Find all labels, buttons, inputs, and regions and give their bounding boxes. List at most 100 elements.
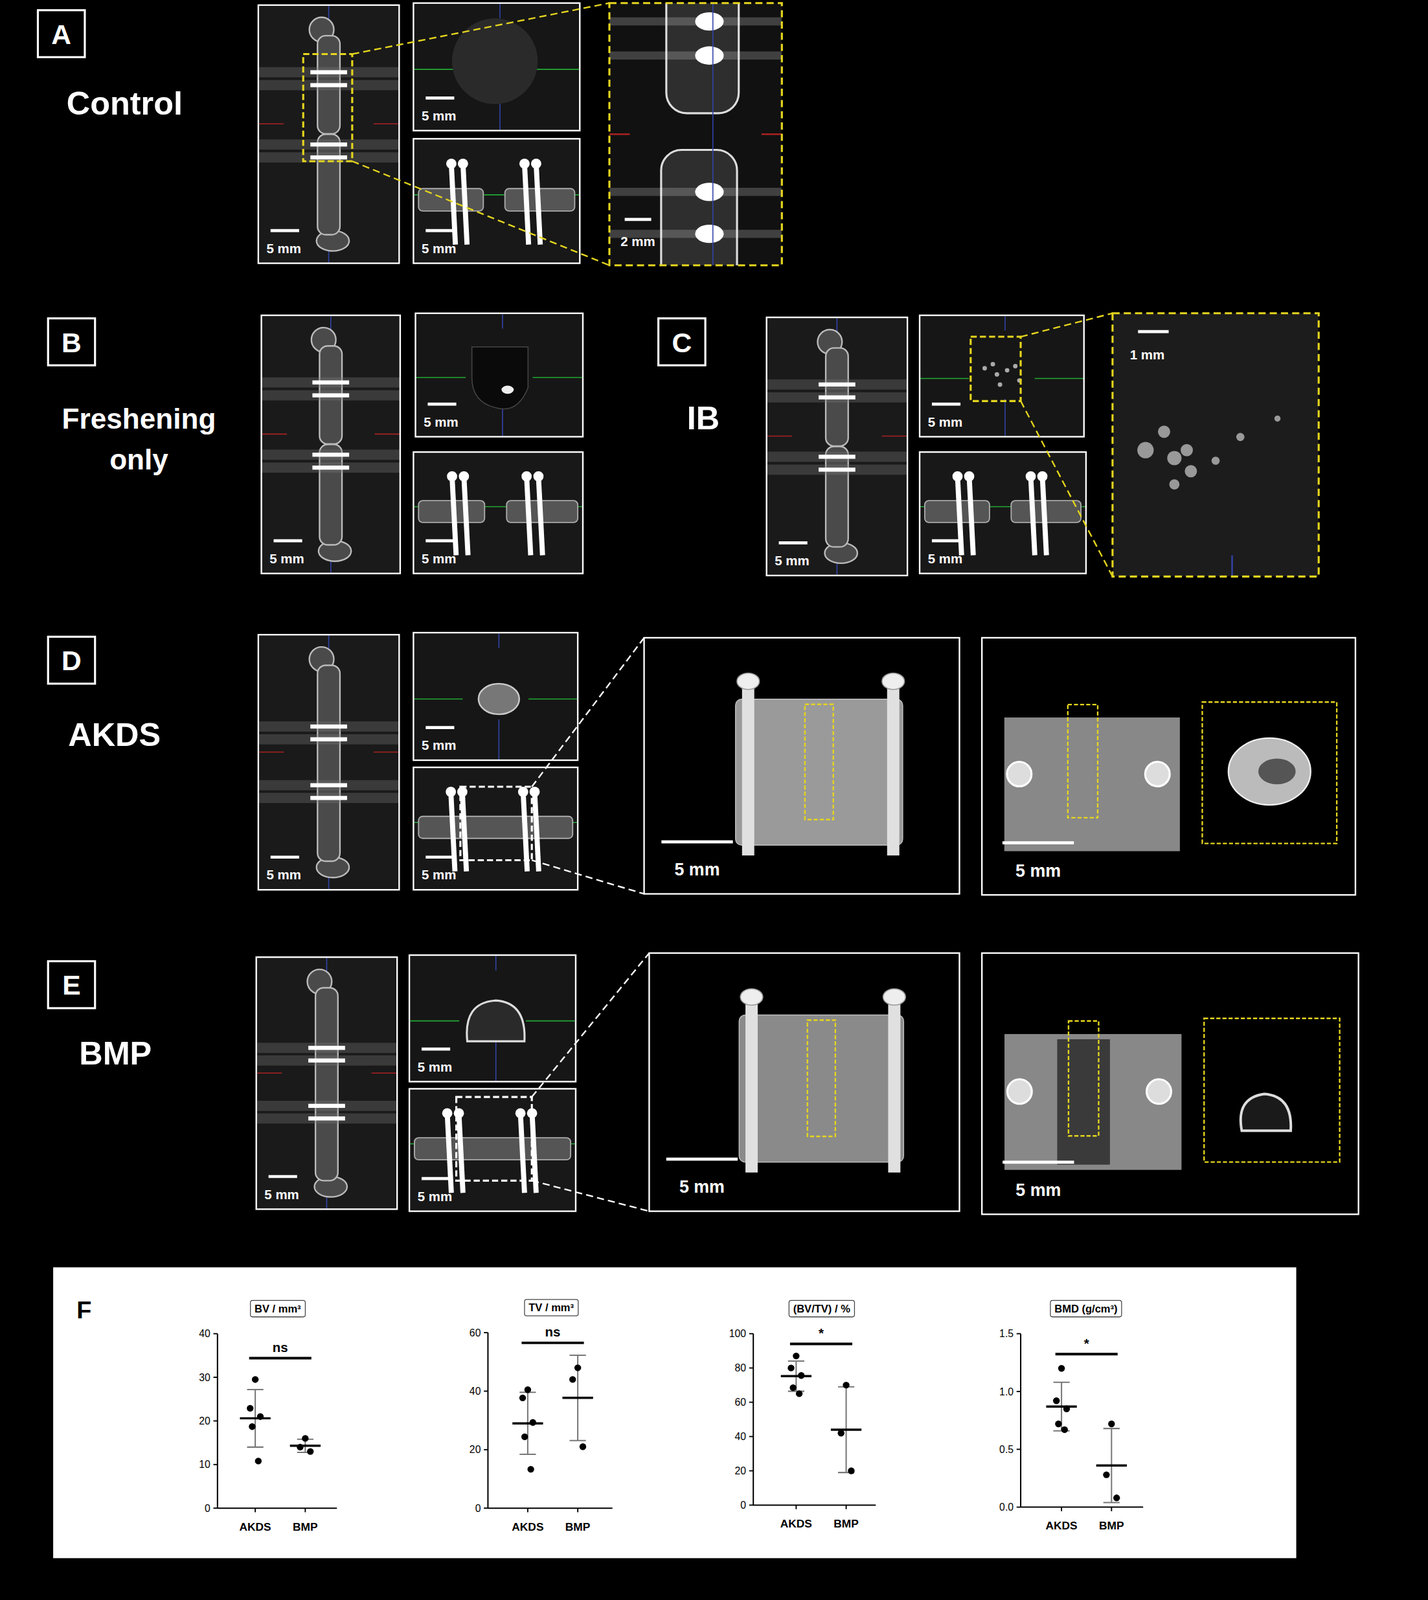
screw-head <box>882 673 905 690</box>
panel: BFresheningonly5 mm5 mm5 mm <box>47 313 583 574</box>
screw <box>452 476 456 556</box>
y-tick-label: 20 <box>735 1465 747 1477</box>
image <box>648 953 960 1212</box>
point <box>524 1386 532 1394</box>
screw-glow <box>766 452 908 463</box>
x-tick <box>304 1508 306 1513</box>
screw-glow <box>256 1042 397 1054</box>
significance-label: ns <box>545 1324 561 1340</box>
screw <box>310 795 348 800</box>
image <box>415 313 583 438</box>
scale-label: 5 mm <box>417 1189 453 1204</box>
screw <box>451 163 456 245</box>
zoom-link <box>531 1180 649 1212</box>
bone <box>414 1137 571 1160</box>
screw <box>1031 476 1035 556</box>
y-tick-label: 40 <box>735 1431 747 1443</box>
screw <box>310 724 348 729</box>
background <box>0 0 1428 1600</box>
image-bg <box>648 953 960 1212</box>
chart: BMD (g/cm³)0.00.51.01.5AKDSBMP* <box>999 1300 1144 1533</box>
mean-line <box>830 1428 862 1431</box>
title-box <box>788 1300 855 1317</box>
crosshair <box>712 3 714 266</box>
fragment <box>501 385 514 395</box>
marks <box>239 1376 320 1465</box>
image-bg <box>644 637 960 895</box>
chart: TV / mm³0204060AKDSBMPns <box>469 1299 613 1534</box>
zoom-link <box>531 637 644 787</box>
point <box>847 1467 855 1474</box>
bone <box>738 1015 904 1163</box>
image-frame <box>766 317 908 576</box>
crosshair <box>498 719 500 761</box>
zoom-region <box>456 1097 533 1181</box>
x-tick <box>845 1505 848 1509</box>
bone <box>466 1000 525 1042</box>
x-tick <box>795 1505 797 1509</box>
scale-label: 5 mm <box>417 1059 453 1075</box>
scale-label: 5 mm <box>674 860 721 880</box>
x-tick <box>577 1508 579 1513</box>
mean-line <box>290 1444 321 1447</box>
screw-glow <box>261 390 401 401</box>
chart-title: (BV/TV) / % <box>793 1303 851 1316</box>
screw <box>312 380 350 385</box>
screw-head <box>1144 761 1170 787</box>
screw <box>308 1104 346 1109</box>
mean-line <box>1096 1464 1127 1467</box>
point <box>789 1384 796 1392</box>
screw <box>450 792 455 872</box>
image <box>413 138 580 263</box>
screw-head <box>457 786 468 798</box>
fragment <box>997 382 1003 387</box>
x-tick <box>1110 1507 1112 1512</box>
screw <box>536 163 541 245</box>
crosshair <box>409 1020 460 1022</box>
scale-label: 5 mm <box>421 551 456 567</box>
point <box>529 1419 537 1427</box>
scale-bar <box>425 725 454 730</box>
image-bg <box>919 452 1087 574</box>
crosshair <box>882 435 908 438</box>
screw <box>538 476 543 556</box>
panel-label: AKDS <box>68 716 161 754</box>
image-frame <box>648 953 960 1212</box>
screw-head <box>442 1108 453 1119</box>
scale-bar <box>1137 330 1169 334</box>
point <box>296 1444 304 1451</box>
image-bg <box>1112 313 1319 578</box>
screw <box>463 163 467 245</box>
crosshair <box>761 133 783 135</box>
point <box>792 1352 800 1360</box>
fragment <box>1184 464 1197 478</box>
screw <box>818 395 856 400</box>
screw-head <box>521 471 532 482</box>
scale-bar <box>270 855 300 859</box>
fragment <box>1005 367 1010 373</box>
marks <box>1045 1365 1127 1503</box>
fragment <box>1167 450 1182 465</box>
point <box>255 1457 262 1465</box>
screw-glow <box>258 139 399 150</box>
significance-bar <box>1055 1352 1118 1356</box>
scale-label: 5 mm <box>421 108 456 124</box>
point <box>795 1390 803 1397</box>
bone-section-pore <box>1258 759 1296 785</box>
crosshair <box>1231 555 1233 578</box>
y-tick <box>213 1420 218 1422</box>
bone-section <box>1228 738 1311 805</box>
point <box>521 1433 528 1441</box>
point <box>837 1429 844 1437</box>
crosshair <box>258 123 284 125</box>
panel-label: only <box>109 443 169 476</box>
scale-bar <box>666 1157 738 1162</box>
x-tick <box>527 1508 529 1513</box>
crosshair <box>256 1072 282 1074</box>
image <box>258 634 399 890</box>
y-tick <box>1016 1333 1021 1335</box>
crosshair <box>1034 378 1085 380</box>
mean-line <box>781 1375 812 1378</box>
screw <box>742 681 755 856</box>
screw <box>526 476 531 556</box>
